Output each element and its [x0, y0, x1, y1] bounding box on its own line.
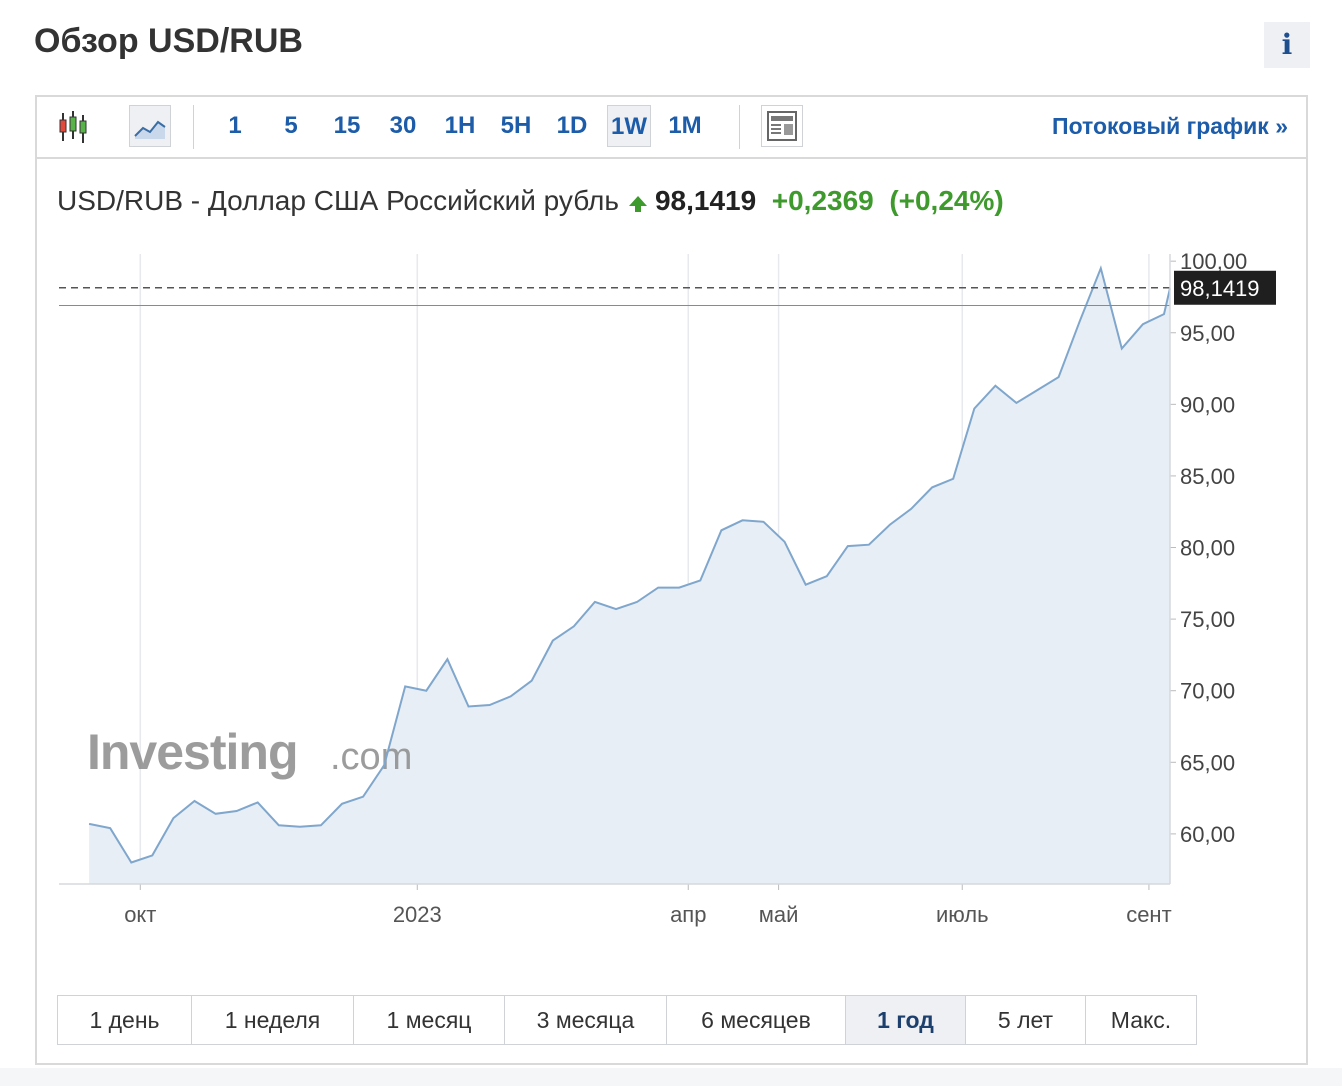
period-1m[interactable]: 1M	[668, 112, 702, 139]
page-title: Обзор USD/RUB	[34, 22, 303, 60]
period-5[interactable]: 5	[284, 112, 298, 139]
x-axis: окт 2023 апр май июль сент	[59, 883, 1172, 927]
period-1[interactable]: 1	[228, 112, 242, 139]
range-max[interactable]: Макс.	[1086, 996, 1196, 1044]
y-tick-label: 85,00	[1180, 464, 1235, 489]
period-5h[interactable]: 5H	[500, 112, 532, 139]
area-chart-icon[interactable]	[129, 105, 171, 147]
y-tick-label: 70,00	[1180, 679, 1235, 704]
period-1h[interactable]: 1H	[444, 112, 476, 139]
area-fill	[89, 268, 1171, 884]
range-1-day[interactable]: 1 день	[58, 996, 192, 1044]
range-1-week[interactable]: 1 неделя	[192, 996, 354, 1044]
toolbar-separator	[193, 105, 194, 149]
range-3-months[interactable]: 3 месяца	[505, 996, 667, 1044]
instrument-name: USD/RUB - Доллар США Российский рубль	[57, 185, 619, 216]
x-tick-label: июль	[936, 902, 989, 927]
x-tick-label: апр	[670, 902, 706, 927]
news-icon[interactable]	[761, 105, 803, 147]
y-tick-label: 90,00	[1180, 392, 1235, 417]
y-tick-label: 80,00	[1180, 536, 1235, 561]
x-tick-label: сент	[1126, 902, 1171, 927]
y-tick-label: 65,00	[1180, 750, 1235, 775]
period-30[interactable]: 30	[389, 112, 417, 139]
y-tick-label: 75,00	[1180, 607, 1235, 632]
range-6-months[interactable]: 6 месяцев	[667, 996, 846, 1044]
stream-chart-link[interactable]: Потоковый график »	[1052, 113, 1288, 139]
range-1-month[interactable]: 1 месяц	[354, 996, 505, 1044]
quote-line: USD/RUB - Доллар США Российский рубль 98,…	[57, 181, 1004, 221]
chart-widget: 1 5 15 30 1H 5H 1D 1W 1M Потоковый графи…	[35, 95, 1308, 1065]
period-15[interactable]: 15	[333, 112, 361, 139]
price-change-percent: (+0,24%)	[889, 185, 1004, 216]
period-1d[interactable]: 1D	[556, 112, 588, 139]
price-change: +0,2369	[771, 185, 874, 216]
y-tick-label: 95,00	[1180, 321, 1235, 346]
y-tick-label: 60,00	[1180, 822, 1235, 847]
x-tick-label: окт	[124, 902, 156, 927]
page-footer-strip	[0, 1068, 1342, 1086]
price-chart: Investing .com 60,00 65,00 70,00 75,00 80,00…	[59, 249, 1276, 927]
last-price: 98,1419	[654, 185, 757, 216]
last-price-tag-label: 98,1419	[1180, 276, 1260, 301]
investing-watermark-suffix: .com	[330, 736, 412, 778]
x-tick-label: 2023	[393, 902, 442, 927]
last-price-tag	[1174, 270, 1276, 305]
info-button[interactable]: i	[1264, 22, 1310, 68]
toolbar-separator	[739, 105, 740, 149]
x-tick-label: май	[759, 902, 799, 927]
range-1-year[interactable]: 1 год	[846, 996, 966, 1044]
y-tick-label: 100,00	[1180, 249, 1247, 274]
y-axis: 60,00 65,00 70,00 75,00 80,00 85,00 90,00 95,00…	[1169, 249, 1247, 884]
investing-watermark: Investing	[87, 724, 297, 780]
candlestick-icon[interactable]	[55, 105, 97, 147]
period-1w[interactable]: 1W	[607, 105, 651, 147]
chart-toolbar: 1 5 15 30 1H 5H 1D 1W 1M Потоковый графи…	[37, 97, 1306, 159]
range-selector: 1 день 1 неделя 1 месяц 3 месяца 6 месяц…	[57, 995, 1197, 1045]
up-arrow-icon	[628, 196, 647, 212]
range-5-years[interactable]: 5 лет	[966, 996, 1086, 1044]
price-line	[88, 265, 1171, 864]
